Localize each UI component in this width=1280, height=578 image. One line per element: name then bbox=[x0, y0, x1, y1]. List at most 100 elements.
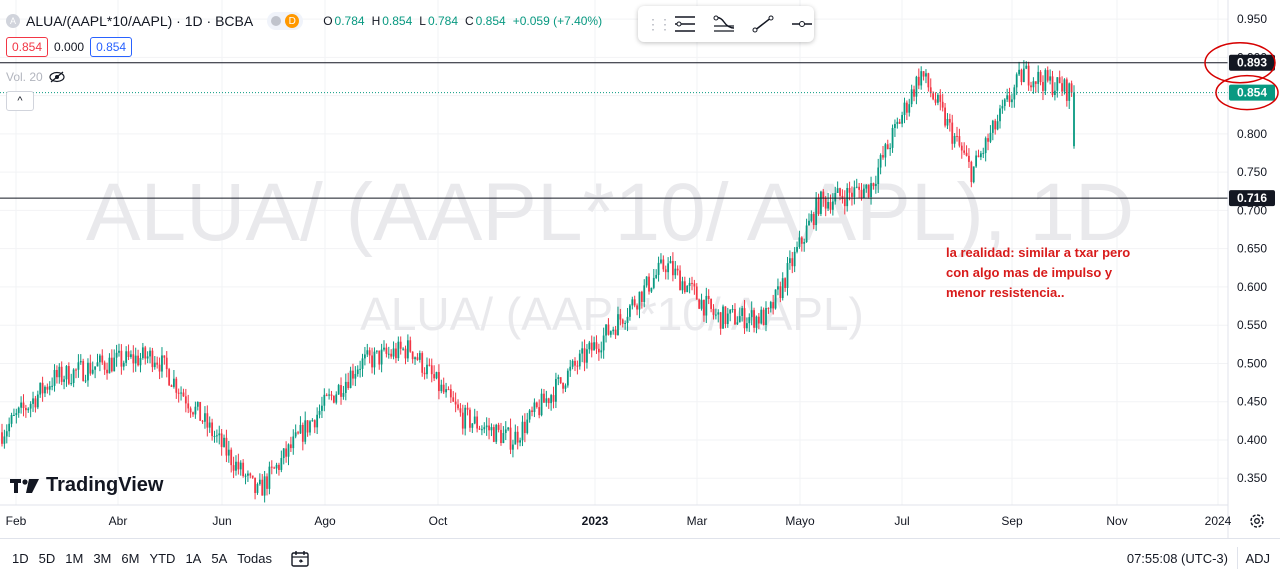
time-tick-label: Sep bbox=[1001, 514, 1023, 528]
candle-body bbox=[944, 107, 946, 126]
candle-body bbox=[84, 380, 87, 382]
candle-body bbox=[352, 370, 354, 379]
candle-body bbox=[158, 364, 161, 372]
candle-body bbox=[445, 389, 447, 393]
candle-body bbox=[898, 121, 901, 124]
candle-body bbox=[968, 155, 970, 162]
candle-body bbox=[29, 403, 32, 409]
candle-body bbox=[32, 398, 34, 404]
candle-body bbox=[590, 342, 593, 351]
candle-body bbox=[299, 424, 302, 434]
status-pill[interactable]: D bbox=[267, 12, 304, 30]
candle-body bbox=[330, 394, 333, 396]
annotation-circle-lower bbox=[1215, 74, 1279, 111]
candle-body bbox=[285, 448, 288, 457]
annotation-circle-upper bbox=[1204, 41, 1276, 84]
candle-body bbox=[120, 350, 123, 367]
candle-body bbox=[292, 436, 295, 449]
chart-settings-icon[interactable] bbox=[1248, 512, 1266, 530]
candle-body bbox=[1034, 81, 1037, 84]
fib-icon[interactable] bbox=[711, 11, 736, 37]
line-price-label-0: 0.893 bbox=[1237, 56, 1267, 70]
timeframe-5d[interactable]: 5D bbox=[38, 551, 56, 566]
candle-body bbox=[929, 87, 932, 94]
candle-body bbox=[946, 118, 949, 126]
candle-body bbox=[478, 428, 481, 430]
candle-body bbox=[566, 370, 569, 386]
candle-body bbox=[335, 394, 338, 403]
candle-body bbox=[180, 392, 182, 394]
timeframe-1a[interactable]: 1A bbox=[185, 551, 202, 566]
candle-body bbox=[383, 347, 385, 350]
candle-body bbox=[889, 147, 892, 150]
tradingview-logo-icon bbox=[10, 478, 39, 493]
candle-body bbox=[500, 429, 502, 444]
candle-body bbox=[805, 225, 808, 242]
candle-body bbox=[375, 350, 378, 352]
last-price-label-bg bbox=[1229, 84, 1275, 101]
candle-body bbox=[523, 421, 526, 433]
candle-body bbox=[237, 461, 240, 470]
volume-indicator-legend[interactable]: Vol. 20 bbox=[6, 70, 65, 84]
candle-body bbox=[1056, 77, 1059, 91]
candle-body bbox=[999, 108, 1001, 122]
timeframe-1m[interactable]: 1M bbox=[65, 551, 84, 566]
price-chart[interactable]: ALUA/ (AAPL*10/ AAPL), 1D ALUA/ (AAPL*10/… bbox=[0, 0, 1280, 538]
drag-handle-icon[interactable]: ⋮⋮ bbox=[646, 15, 672, 32]
candle-body bbox=[640, 291, 643, 302]
candle-body bbox=[411, 351, 414, 360]
candle-body bbox=[652, 277, 655, 288]
timeframe-ytd[interactable]: YTD bbox=[149, 551, 176, 566]
horizontal-lines-icon[interactable] bbox=[672, 11, 697, 37]
candle-body bbox=[535, 402, 538, 408]
candle-body bbox=[631, 299, 634, 306]
candle-body bbox=[862, 188, 865, 198]
candle-body bbox=[913, 89, 915, 97]
collapse-legend-button[interactable]: ^ bbox=[6, 91, 34, 111]
candle-body bbox=[122, 362, 125, 367]
candle-body bbox=[349, 370, 352, 389]
candle-body bbox=[655, 274, 658, 278]
timeframe-1d[interactable]: 1D bbox=[12, 551, 29, 566]
price-tick-label: 0.950 bbox=[1237, 12, 1267, 26]
candle-body bbox=[454, 401, 457, 405]
candle-body bbox=[760, 309, 763, 324]
candle-body bbox=[894, 124, 896, 128]
candle-body bbox=[347, 381, 350, 389]
candle-body bbox=[796, 246, 798, 252]
buy-button[interactable]: 0.854 bbox=[90, 37, 133, 57]
timeframe-6m[interactable]: 6M bbox=[121, 551, 140, 566]
market-status-icon bbox=[271, 16, 282, 26]
candle-body bbox=[258, 479, 261, 485]
candle-body bbox=[755, 316, 758, 328]
candle-body bbox=[960, 145, 963, 151]
high-value: 0.854 bbox=[382, 14, 413, 28]
sell-button[interactable]: 0.854 bbox=[6, 37, 49, 57]
candle-body bbox=[576, 365, 579, 367]
clock-display[interactable]: 07:55:08 (UTC-3) bbox=[1126, 551, 1228, 566]
date-range-calendar-icon[interactable] bbox=[290, 550, 310, 568]
symbol-title[interactable]: ALUA/(AAPL*10/AAPL) · 1D · BCBA bbox=[26, 13, 254, 29]
horizontal-ray-icon[interactable] bbox=[789, 11, 814, 37]
candle-body bbox=[392, 348, 395, 357]
candle-body bbox=[982, 153, 985, 155]
candle-body bbox=[294, 432, 297, 437]
timeframe-5a[interactable]: 5A bbox=[211, 551, 228, 566]
low-value: 0.784 bbox=[427, 14, 458, 28]
candle-body bbox=[56, 369, 58, 378]
time-tick-label: 2023 bbox=[582, 514, 609, 528]
candle-body bbox=[645, 276, 648, 286]
trend-line-icon[interactable] bbox=[750, 11, 775, 37]
timeframe-todas[interactable]: Todas bbox=[237, 551, 272, 566]
hidden-eye-icon[interactable] bbox=[49, 71, 65, 83]
candle-body bbox=[1015, 74, 1018, 88]
candle-body bbox=[700, 299, 703, 309]
adjust-data-toggle[interactable]: ADJ bbox=[1245, 551, 1270, 566]
timeframe-3m[interactable]: 3M bbox=[93, 551, 112, 566]
candle-body bbox=[502, 433, 505, 444]
candle-body bbox=[137, 355, 139, 366]
candle-body bbox=[867, 184, 870, 197]
candle-body bbox=[839, 188, 841, 196]
candle-body bbox=[765, 307, 767, 326]
candle-body bbox=[459, 408, 462, 413]
